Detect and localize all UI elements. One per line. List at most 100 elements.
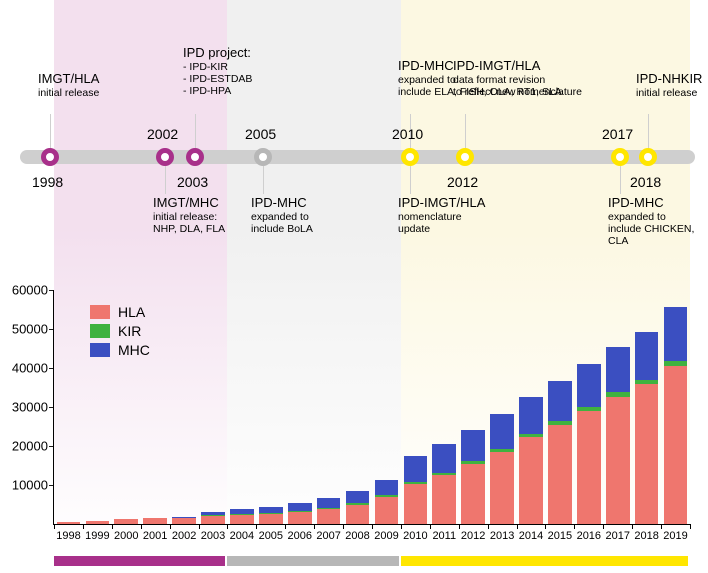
bar-seg-hla: [172, 517, 196, 524]
x-tick: [661, 524, 662, 529]
x-category-label: 2008: [345, 530, 369, 542]
x-tick: [430, 524, 431, 529]
chart-legend: HLAKIRMHC: [90, 304, 150, 361]
timeline-dot-2010: [401, 148, 419, 166]
y-tick-label: 20000: [12, 439, 48, 454]
x-tick: [603, 524, 604, 529]
bar-seg-kir: [288, 511, 312, 512]
bar-seg-kir: [230, 514, 254, 515]
bar-seg-hla: [432, 475, 456, 524]
x-category-label: 2005: [259, 530, 283, 542]
timeline-tick-2003: [195, 114, 196, 148]
y-tick-label: 30000: [12, 400, 48, 415]
x-category-label: 2015: [548, 530, 572, 542]
bar-seg-hla: [230, 515, 254, 524]
bar-seg-mhc: [288, 503, 312, 510]
bar-seg-hla: [577, 411, 601, 524]
timeline-label-2010: IPD-IMGT/HLAnomenclatureupdate: [398, 196, 485, 235]
bar-seg-mhc: [432, 444, 456, 473]
timeline-year-2002: 2002: [147, 126, 178, 142]
bar-seg-hla: [664, 366, 688, 524]
timeline-tick-2012: [465, 114, 466, 148]
bar-2001: [143, 523, 167, 524]
x-tick: [256, 524, 257, 529]
timeline-track: [20, 150, 695, 164]
timeline-year-2018: 2018: [630, 174, 661, 190]
legend-item-mhc: MHC: [90, 342, 150, 358]
bar-2004: [230, 523, 254, 524]
bar-2003: [201, 523, 225, 524]
x-tick: [690, 524, 691, 529]
timeline-label-1998: IMGT/HLAinitial release: [38, 72, 99, 99]
timeline-tick-1998: [50, 114, 51, 148]
bar-seg-hla: [143, 518, 167, 524]
bar-seg-hla: [548, 425, 572, 524]
x-tick: [401, 524, 402, 529]
bar-seg-mhc: [606, 347, 630, 392]
x-category-label: 2001: [143, 530, 167, 542]
timeline-dot-2005: [254, 148, 272, 166]
timeline-dot-2002: [156, 148, 174, 166]
era-bar-yellow: [401, 556, 688, 566]
bar-seg-mhc: [404, 456, 428, 482]
legend-swatch: [90, 324, 110, 338]
x-tick: [517, 524, 518, 529]
x-category-label: 2009: [374, 530, 398, 542]
bar-1998: [57, 523, 81, 524]
timeline-year-2017: 2017: [602, 126, 633, 142]
x-tick: [112, 524, 113, 529]
bar-seg-mhc: [346, 491, 370, 503]
bar-2007: [317, 523, 341, 524]
x-category-label: 1999: [85, 530, 109, 542]
x-category-label: 2017: [605, 530, 629, 542]
bar-2012: [461, 523, 485, 524]
bar-seg-kir: [606, 392, 630, 396]
x-tick: [285, 524, 286, 529]
x-tick: [314, 524, 315, 529]
timeline-label-2018: IPD-NHKIRinitial release: [636, 72, 702, 99]
bar-2010: [404, 523, 428, 524]
timeline-label-2005: IPD-MHCexpanded toinclude BoLA: [251, 196, 313, 235]
x-tick: [83, 524, 84, 529]
bar-seg-kir: [375, 495, 399, 497]
bar-seg-kir: [346, 503, 370, 505]
x-category-label: 2011: [432, 530, 456, 542]
legend-swatch: [90, 305, 110, 319]
figure-root: { "layout": { "width": 708, "height": 57…: [0, 0, 708, 573]
legend-label: HLA: [118, 304, 145, 320]
legend-label: MHC: [118, 342, 150, 358]
timeline-tick-2010: [410, 166, 411, 194]
x-category-label: 2004: [230, 530, 254, 542]
x-tick: [574, 524, 575, 529]
timeline-year-2005: 2005: [245, 126, 276, 142]
bar-seg-hla: [317, 509, 341, 524]
bar-seg-kir: [548, 421, 572, 425]
bar-2011: [432, 523, 456, 524]
timeline-dot-2012: [456, 148, 474, 166]
bar-seg-hla: [114, 519, 138, 524]
x-tick: [170, 524, 171, 529]
y-tick: [49, 368, 54, 369]
y-tick: [49, 290, 54, 291]
bar-seg-mhc: [259, 507, 283, 513]
bar-seg-mhc: [635, 332, 659, 380]
bar-2015: [548, 523, 572, 524]
bar-seg-hla: [490, 452, 514, 524]
x-category-label: 2010: [403, 530, 427, 542]
bar-seg-hla: [259, 513, 283, 524]
bar-seg-mhc: [664, 307, 688, 361]
bar-2019: [664, 523, 688, 524]
bar-seg-mhc: [461, 430, 485, 462]
timeline-year-2003: 2003: [177, 174, 208, 190]
bar-2013: [490, 523, 514, 524]
timeline-label-2012: IPD-IMGT/HLAdata format revisionto refle…: [453, 59, 582, 98]
y-tick: [49, 407, 54, 408]
x-category-label: 2007: [316, 530, 340, 542]
y-tick: [49, 485, 54, 486]
bar-seg-kir: [461, 461, 485, 464]
timeline-tick-2002: [165, 166, 166, 194]
x-category-label: 2002: [172, 530, 196, 542]
x-tick: [632, 524, 633, 529]
x-tick: [545, 524, 546, 529]
x-tick: [372, 524, 373, 529]
